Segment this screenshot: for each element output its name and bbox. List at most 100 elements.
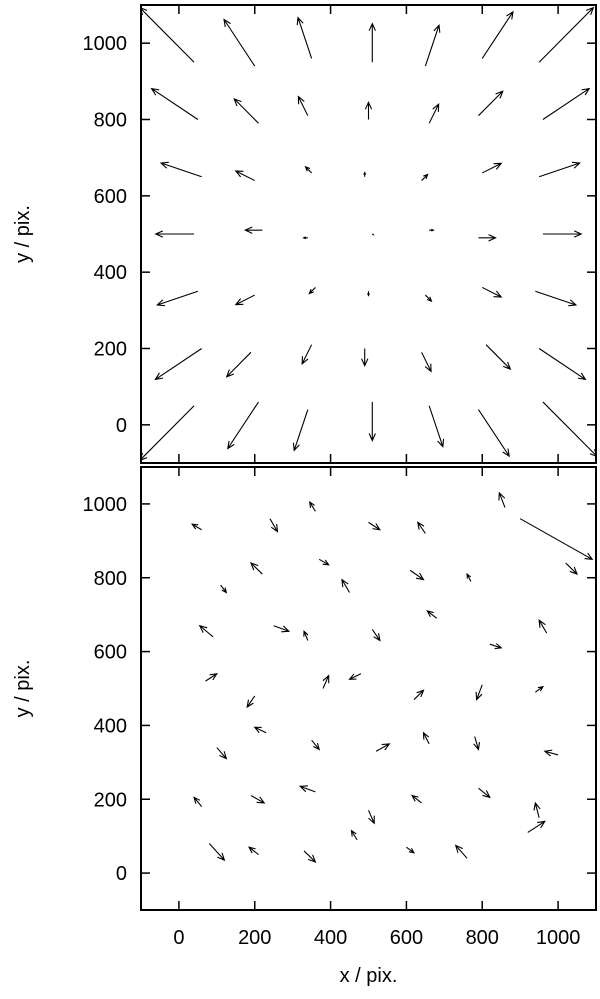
arrow (542, 230, 583, 238)
arrow (368, 401, 376, 442)
x-tick-label: 0 (173, 927, 184, 949)
y-tick-label: 1000 (83, 494, 128, 516)
arrow (368, 22, 376, 63)
y-tick-label: 200 (94, 789, 127, 811)
x-tick-label: 800 (466, 927, 499, 949)
y-tick-label: 0 (116, 863, 127, 885)
arrow (198, 624, 214, 638)
arrow (208, 843, 226, 862)
arrow (156, 290, 199, 307)
arrow (542, 401, 596, 457)
y-axis-label: y / pix. (12, 660, 34, 718)
arrow (428, 103, 440, 124)
arrow (322, 674, 330, 689)
arrow (367, 810, 375, 825)
arrow (478, 787, 491, 799)
arrow (302, 236, 308, 240)
arrow (234, 294, 255, 306)
arrow (543, 749, 559, 757)
arrow (424, 23, 441, 67)
arrow (538, 619, 548, 634)
arrow (220, 584, 228, 594)
arrow (535, 685, 544, 693)
arrow (233, 97, 259, 124)
arrow (364, 100, 373, 120)
arrow (478, 90, 504, 117)
arrow (424, 294, 433, 303)
arrow (225, 351, 252, 378)
arrow (141, 405, 195, 461)
arrow (253, 726, 267, 734)
arrow (538, 161, 581, 178)
arrow (246, 695, 256, 709)
arrow (454, 844, 468, 859)
arrow (498, 491, 506, 508)
arrow (243, 226, 263, 234)
arrow (249, 562, 263, 575)
y-tick-label: 800 (94, 568, 127, 590)
plot-area (191, 491, 594, 863)
y-tick-label: 400 (94, 715, 127, 737)
arrow (466, 572, 472, 582)
arrow (475, 684, 483, 701)
y-tick-label: 1000 (83, 33, 128, 55)
arrow (421, 352, 432, 373)
arrow (292, 409, 309, 452)
arrow (429, 228, 435, 232)
arrow (227, 401, 260, 450)
x-tick-label: 400 (314, 927, 347, 949)
arrow (367, 291, 370, 297)
arrow (297, 95, 309, 116)
arrow (269, 518, 279, 533)
x-tick-label: 1000 (536, 927, 581, 949)
arrow (368, 521, 381, 531)
arrow (216, 747, 228, 760)
arrow (141, 7, 195, 63)
arrow (489, 643, 503, 650)
arrow (318, 558, 330, 566)
y-tick-label: 800 (94, 110, 127, 132)
arrow (298, 785, 316, 793)
y-tick-label: 600 (94, 186, 127, 208)
plot-frame (140, 466, 597, 911)
arrow (159, 161, 202, 178)
arrow (303, 850, 317, 863)
y-axis-label: y / pix. (12, 205, 34, 263)
arrow (193, 796, 203, 807)
arrow (371, 233, 375, 236)
arrow (223, 18, 256, 67)
arrow (538, 348, 587, 381)
x-tick-label: 600 (390, 927, 423, 949)
y-tick-label: 0 (116, 415, 127, 437)
arrow (303, 630, 309, 641)
arrow (250, 795, 266, 804)
arrow (311, 739, 321, 751)
arrow (406, 846, 416, 854)
arrow (411, 794, 422, 804)
arrow (413, 689, 425, 700)
arrow (234, 170, 255, 182)
arrow (309, 500, 316, 512)
arrow (482, 162, 503, 174)
arrow (535, 290, 578, 307)
arrow (542, 87, 591, 120)
arrow (191, 523, 202, 531)
arrow (273, 625, 291, 633)
arrow (527, 820, 546, 833)
arrow (477, 409, 510, 458)
arrow (428, 405, 445, 448)
arrow (296, 16, 313, 59)
arrow (538, 6, 595, 63)
x-axis-label: x / pix. (340, 965, 398, 987)
arrow (417, 521, 426, 534)
arrow (350, 829, 358, 841)
arrow (482, 286, 503, 298)
arrow (409, 569, 425, 581)
arrow (363, 171, 367, 177)
arrow (565, 562, 579, 575)
arrow (341, 578, 351, 593)
arrow (481, 10, 514, 59)
arrow (361, 348, 369, 368)
arrow (154, 348, 202, 381)
